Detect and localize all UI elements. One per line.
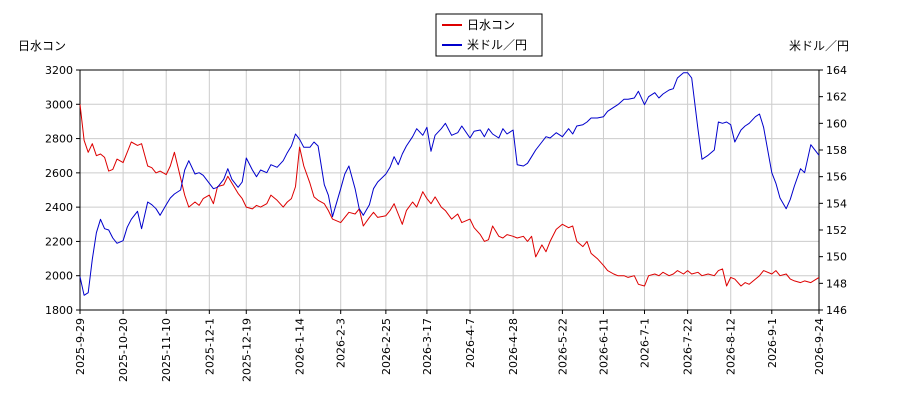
right-tick-label: 162 bbox=[826, 91, 847, 104]
left-tick-label: 2800 bbox=[45, 133, 73, 146]
left-tick-label: 3200 bbox=[45, 64, 73, 77]
x-tick-label: 2026-6-11 bbox=[597, 318, 610, 375]
x-tick-label: 2025-12-19 bbox=[240, 318, 253, 382]
left-axis: 1800 2000 2200 2400 2600 2800 3000 3200 bbox=[45, 64, 80, 317]
x-tick-label: 2026-9-24 bbox=[813, 318, 826, 375]
left-axis-title: 日水コン bbox=[18, 39, 66, 53]
x-tick-label: 2026-9-1 bbox=[766, 318, 779, 368]
x-tick-label: 2025-12-1 bbox=[203, 318, 216, 375]
x-tick-label: 2026-7-1 bbox=[639, 318, 652, 368]
right-tick-label: 148 bbox=[826, 277, 847, 290]
right-axis: 146 148 150 152 154 156 158 160 162 164 bbox=[819, 64, 847, 317]
right-axis-title: 米ドル／円 bbox=[789, 39, 849, 53]
x-tick-label: 2026-4-28 bbox=[507, 318, 520, 375]
left-tick-label: 3000 bbox=[45, 98, 73, 111]
right-tick-label: 150 bbox=[826, 251, 847, 264]
legend-label-2: 米ドル／円 bbox=[467, 38, 527, 52]
left-tick-label: 2000 bbox=[45, 270, 73, 283]
right-tick-label: 154 bbox=[826, 197, 847, 210]
x-axis: 2025-9-29 2025-10-20 2025-11-10 2025-12-1 20… bbox=[74, 310, 826, 382]
left-tick-label: 2200 bbox=[45, 235, 73, 248]
series-line-1 bbox=[79, 104, 820, 287]
left-tick-label: 2600 bbox=[45, 167, 73, 180]
grid bbox=[80, 70, 819, 310]
right-tick-label: 160 bbox=[826, 117, 847, 130]
x-tick-label: 2025-11-10 bbox=[160, 318, 173, 382]
legend-box bbox=[435, 13, 543, 57]
left-tick-label: 1800 bbox=[45, 304, 73, 317]
right-tick-label: 164 bbox=[826, 64, 847, 77]
plot-frame bbox=[79, 69, 820, 311]
x-tick-label: 2026-1-14 bbox=[294, 318, 307, 375]
series-lines bbox=[79, 72, 820, 296]
x-tick-label: 2026-5-22 bbox=[556, 318, 569, 375]
right-tick-label: 156 bbox=[826, 171, 847, 184]
x-tick-label: 2025-10-20 bbox=[117, 318, 130, 382]
x-tick-label: 2026-4-7 bbox=[464, 318, 477, 368]
right-tick-label: 152 bbox=[826, 224, 847, 237]
left-tick-label: 2400 bbox=[45, 201, 73, 214]
x-tick-label: 2026-7-22 bbox=[682, 318, 695, 375]
right-tick-label: 146 bbox=[826, 304, 847, 317]
legend-label-1: 日水コン bbox=[467, 18, 515, 32]
x-tick-label: 2026-3-17 bbox=[421, 318, 434, 375]
x-tick-label: 2026-2-3 bbox=[335, 318, 348, 368]
right-tick-label: 158 bbox=[826, 144, 847, 157]
x-tick-label: 2026-8-12 bbox=[725, 318, 738, 375]
x-tick-label: 2025-9-29 bbox=[74, 318, 87, 375]
series-line-2 bbox=[79, 72, 820, 296]
x-tick-label: 2026-2-25 bbox=[380, 318, 393, 375]
